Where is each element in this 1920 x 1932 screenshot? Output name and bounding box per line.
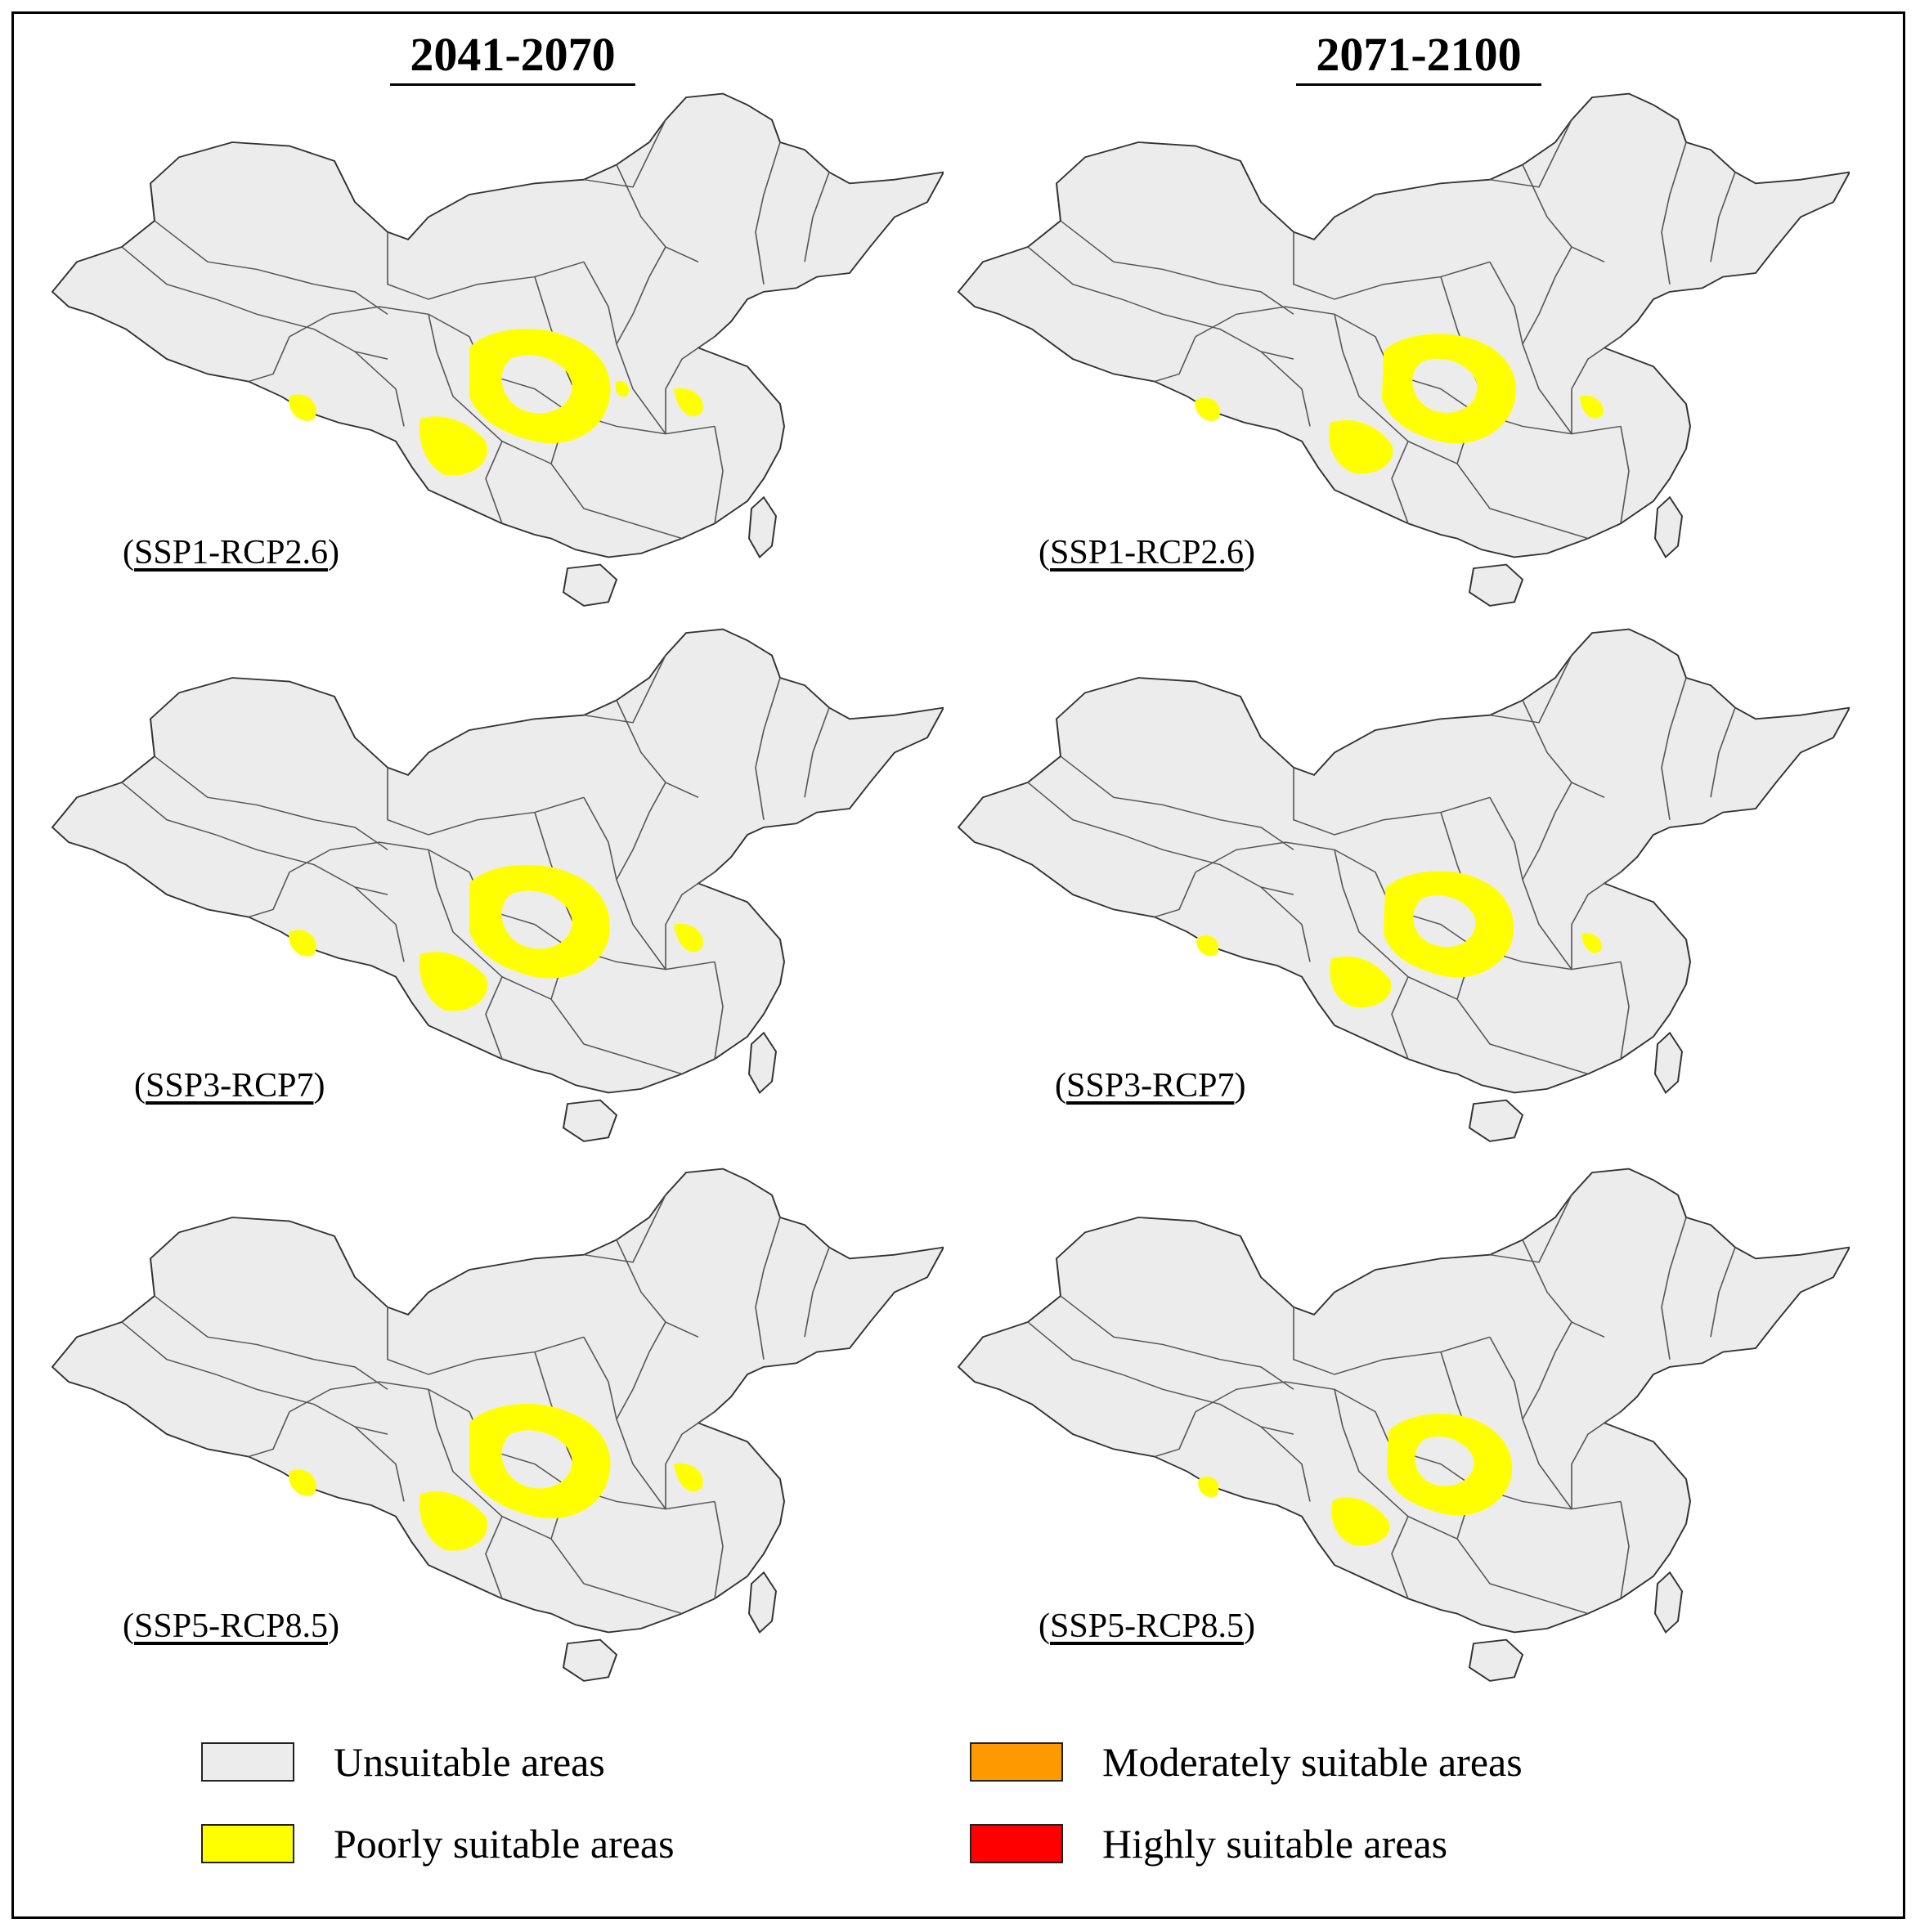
poorly-suitable-region (289, 864, 703, 1011)
poorly-suitable-region (289, 1403, 703, 1551)
poorly-suitable-region (1196, 871, 1602, 1008)
figure-frame (11, 11, 1905, 1919)
legend-swatch (970, 1742, 1063, 1782)
column-title-2071-2100: 2071-2100 (1296, 28, 1541, 86)
legend-swatch (970, 1824, 1063, 1863)
legend-item-poorly-suitable: Poorly suitable areas (201, 1820, 675, 1867)
china-map (52, 1168, 944, 1682)
legend-label: Poorly suitable areas (334, 1821, 675, 1867)
legend-label: Highly suitable areas (1102, 1821, 1448, 1867)
china-map (52, 628, 944, 1142)
scenario-label: (SSP5-RCP8.5) (123, 1607, 339, 1645)
column-title-2041-2070: 2041-2070 (390, 28, 635, 86)
china-map (958, 628, 1850, 1142)
map-panel-2071-2100-ssp5 (950, 1165, 1850, 1688)
legend-item-unsuitable: Unsuitable areas (201, 1738, 605, 1786)
legend-label: Unsuitable areas (334, 1739, 605, 1785)
scenario-label: (SSP5-RCP8.5) (1039, 1607, 1255, 1645)
scenario-label: (SSP1-RCP2.6) (1039, 534, 1255, 572)
scenario-label: (SSP1-RCP2.6) (123, 534, 339, 572)
map-panel-2071-2100-ssp3 (950, 625, 1850, 1149)
legend-label: Moderately suitable areas (1102, 1739, 1523, 1785)
scenario-label: (SSP3-RCP7) (134, 1067, 325, 1105)
map-panel-2041-2070-ssp5 (44, 1165, 944, 1688)
map-panel-2041-2070-ssp1 (44, 90, 944, 613)
poorly-suitable-region (1198, 1414, 1513, 1546)
china-map (958, 1168, 1850, 1682)
legend-item-moderately-suitable: Moderately suitable areas (970, 1738, 1523, 1786)
china-map (958, 92, 1850, 607)
poorly-suitable-region (1195, 334, 1604, 474)
legend-swatch (201, 1824, 294, 1863)
china-map (52, 92, 944, 607)
map-panel-2071-2100-ssp1 (950, 90, 1850, 613)
legend-swatch (201, 1742, 294, 1782)
scenario-label: (SSP3-RCP7) (1055, 1067, 1246, 1105)
map-panel-2041-2070-ssp3 (44, 625, 944, 1149)
poorly-suitable-region (289, 328, 703, 476)
legend-item-highly-suitable: Highly suitable areas (970, 1820, 1447, 1867)
